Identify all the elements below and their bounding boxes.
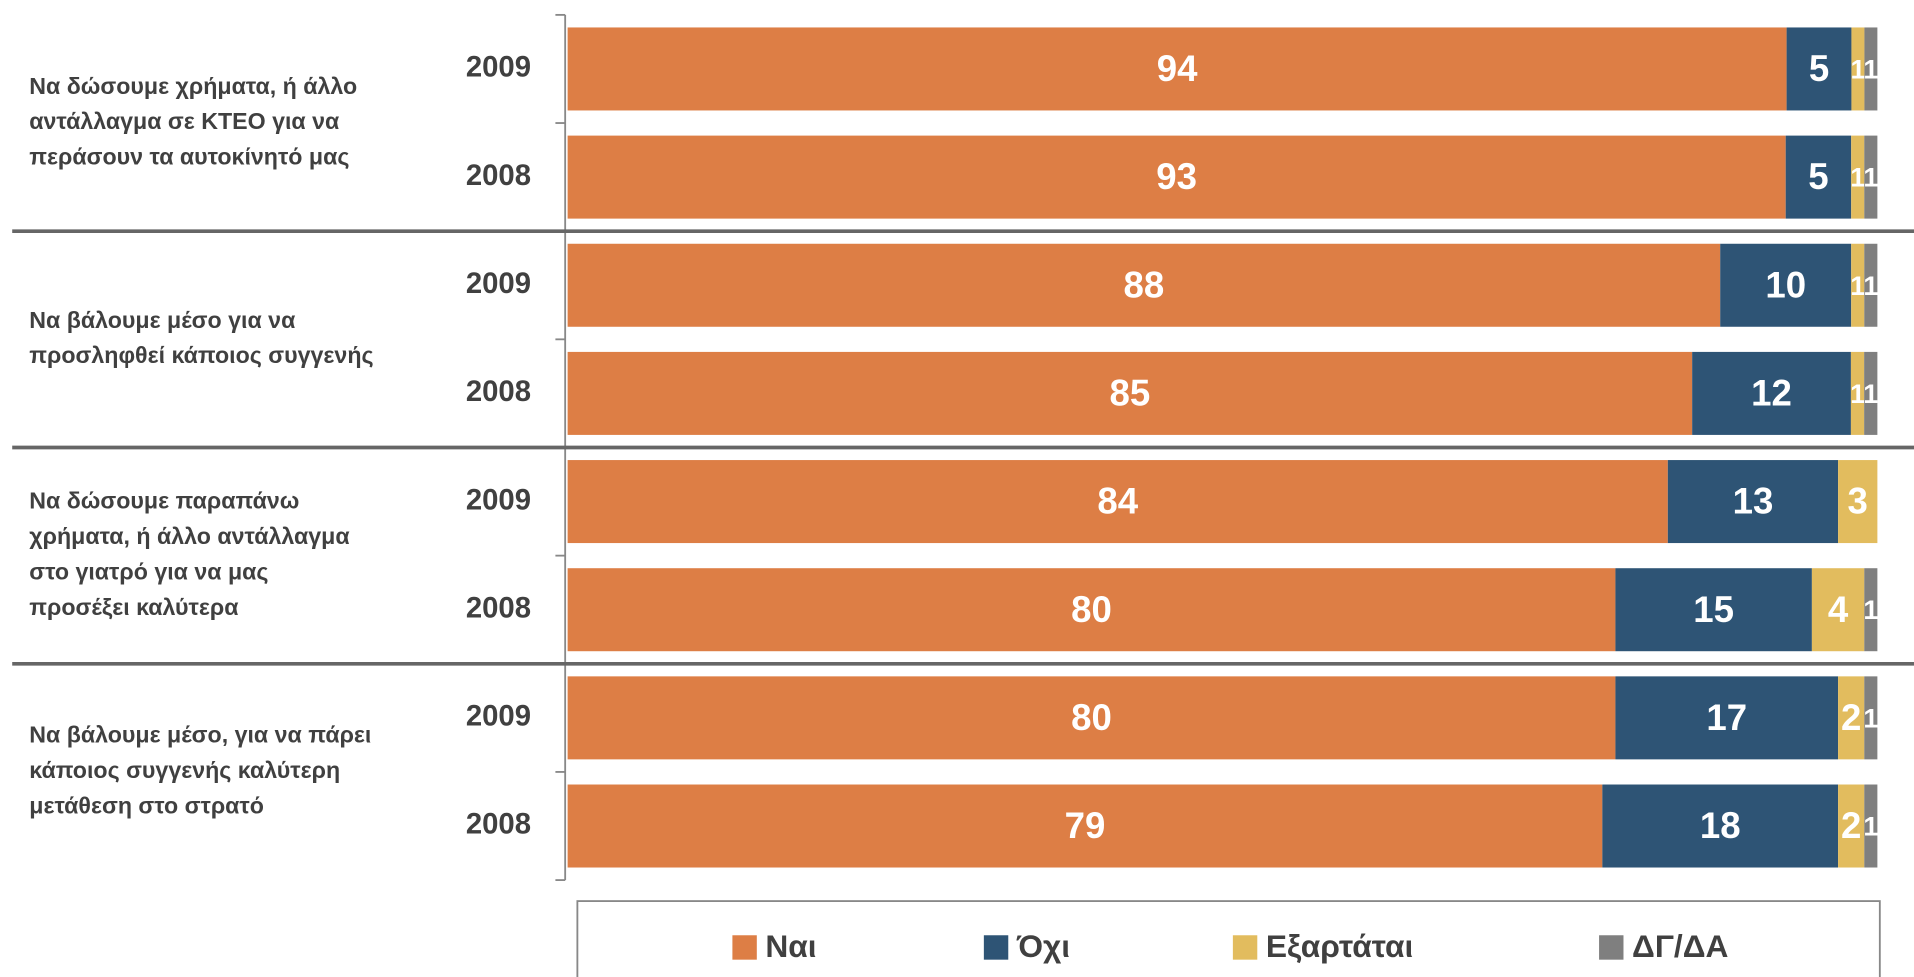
- value-label: 15: [1693, 589, 1734, 630]
- value-label: 3: [1848, 481, 1868, 522]
- legend-label: Εξαρτάται: [1266, 928, 1414, 964]
- value-label: 5: [1808, 156, 1828, 197]
- group-label: περάσουν τα αυτοκίνητό μας: [29, 144, 349, 170]
- value-label: 2: [1841, 697, 1861, 738]
- value-label: 85: [1110, 373, 1151, 414]
- group-label: Να βάλουμε μέσο για να: [29, 307, 296, 333]
- bar-segment: [1851, 243, 1865, 327]
- value-label: 18: [1700, 805, 1741, 846]
- value-label: 1: [1850, 271, 1865, 301]
- legend-swatch: [1232, 935, 1258, 960]
- bar-segment: [1602, 784, 1839, 868]
- bar-segment: [567, 676, 1616, 760]
- bar-segment: [567, 135, 1786, 219]
- bar-segment: [1851, 135, 1865, 219]
- group-label: Να βάλουμε μέσο, για να πάρει: [29, 722, 371, 748]
- value-label: 80: [1071, 589, 1112, 630]
- group-label: προσληφθεί κάποιος συγγενής: [29, 342, 373, 368]
- category-label: 2008: [466, 375, 531, 408]
- bar-segment: [1720, 243, 1852, 327]
- legend-swatch: [1599, 935, 1624, 960]
- bar-segment: [1864, 568, 1878, 652]
- legend-label: ΔΓ/ΔΑ: [1632, 928, 1728, 964]
- value-label: 1: [1863, 703, 1878, 733]
- value-label: 12: [1751, 373, 1792, 414]
- legend-label: Ναι: [765, 928, 816, 964]
- legend-label: Όχι: [1016, 928, 1070, 964]
- bar-segment: [1864, 135, 1878, 219]
- bar-segment: [1667, 460, 1839, 544]
- value-label: 79: [1065, 805, 1106, 846]
- category-label: 2008: [466, 591, 531, 624]
- category-label: 2009: [466, 267, 531, 300]
- bar-segment: [1838, 784, 1865, 868]
- value-label: 1: [1863, 379, 1878, 409]
- category-label: 2008: [466, 808, 531, 841]
- value-label: 1: [1850, 54, 1865, 84]
- value-label: 1: [1863, 595, 1878, 625]
- bar-segment: [1864, 784, 1878, 868]
- group-label: Να δώσουμε παραπάνω: [29, 488, 299, 514]
- bar-segment: [567, 784, 1603, 868]
- bar-segment: [1851, 27, 1865, 111]
- bar-segment: [567, 27, 1787, 111]
- value-label: 94: [1157, 48, 1198, 89]
- value-label: 13: [1733, 481, 1774, 522]
- bar-segment: [1864, 243, 1878, 327]
- category-label: 2009: [466, 700, 531, 733]
- value-label: 10: [1765, 264, 1806, 305]
- legend-swatch: [983, 935, 1009, 960]
- value-label: 1: [1863, 271, 1878, 301]
- category-label: 2008: [466, 159, 531, 192]
- bar-segment: [1864, 351, 1878, 435]
- value-label: 84: [1097, 481, 1138, 522]
- group-label: Να δώσουμε χρήματα, ή άλλο: [29, 73, 357, 99]
- value-label: 1: [1850, 379, 1865, 409]
- value-label: 4: [1828, 589, 1849, 630]
- bar-segment: [1850, 351, 1865, 435]
- value-label: 2: [1841, 805, 1861, 846]
- value-label: 1: [1863, 163, 1878, 193]
- category-label: 2009: [466, 51, 531, 84]
- group-label: κάποιος συγγενής καλύτερη: [29, 757, 340, 783]
- legend-box: [576, 900, 1881, 977]
- value-label: 1: [1863, 812, 1878, 842]
- bar-segment: [1864, 27, 1878, 111]
- bar-segment: [567, 460, 1668, 544]
- bar-segment: [567, 568, 1616, 652]
- group-label: αντάλλαγμα σε ΚΤΕΟ για να: [29, 108, 340, 134]
- category-label: 2009: [466, 483, 531, 516]
- value-label: 1: [1863, 54, 1878, 84]
- bar-segment: [1811, 568, 1865, 652]
- bar-segment: [1838, 676, 1865, 760]
- bar-segment: [567, 243, 1721, 327]
- bar-segment: [1838, 460, 1878, 544]
- legend-swatch: [732, 935, 757, 960]
- bar-segment: [1615, 676, 1839, 760]
- value-label: 80: [1071, 697, 1112, 738]
- value-label: 1: [1850, 163, 1865, 193]
- value-label: 5: [1809, 48, 1829, 89]
- group-label: μετάθεση στο στρατό: [29, 792, 264, 818]
- bar-segment: [567, 351, 1693, 435]
- bar-segment: [1864, 676, 1878, 760]
- value-label: 93: [1156, 156, 1197, 197]
- bar-segment: [1615, 568, 1812, 652]
- bar-segment: [1692, 351, 1851, 435]
- group-label: προσέξει καλύτερα: [29, 594, 239, 620]
- group-label: χρήματα, ή άλλο αντάλλαγμα: [29, 523, 350, 549]
- value-label: 88: [1124, 264, 1165, 305]
- bar-segment: [1786, 27, 1852, 111]
- value-label: 17: [1706, 697, 1747, 738]
- bar-segment: [1785, 135, 1852, 219]
- group-label: στο γιατρό για να μας: [29, 558, 268, 584]
